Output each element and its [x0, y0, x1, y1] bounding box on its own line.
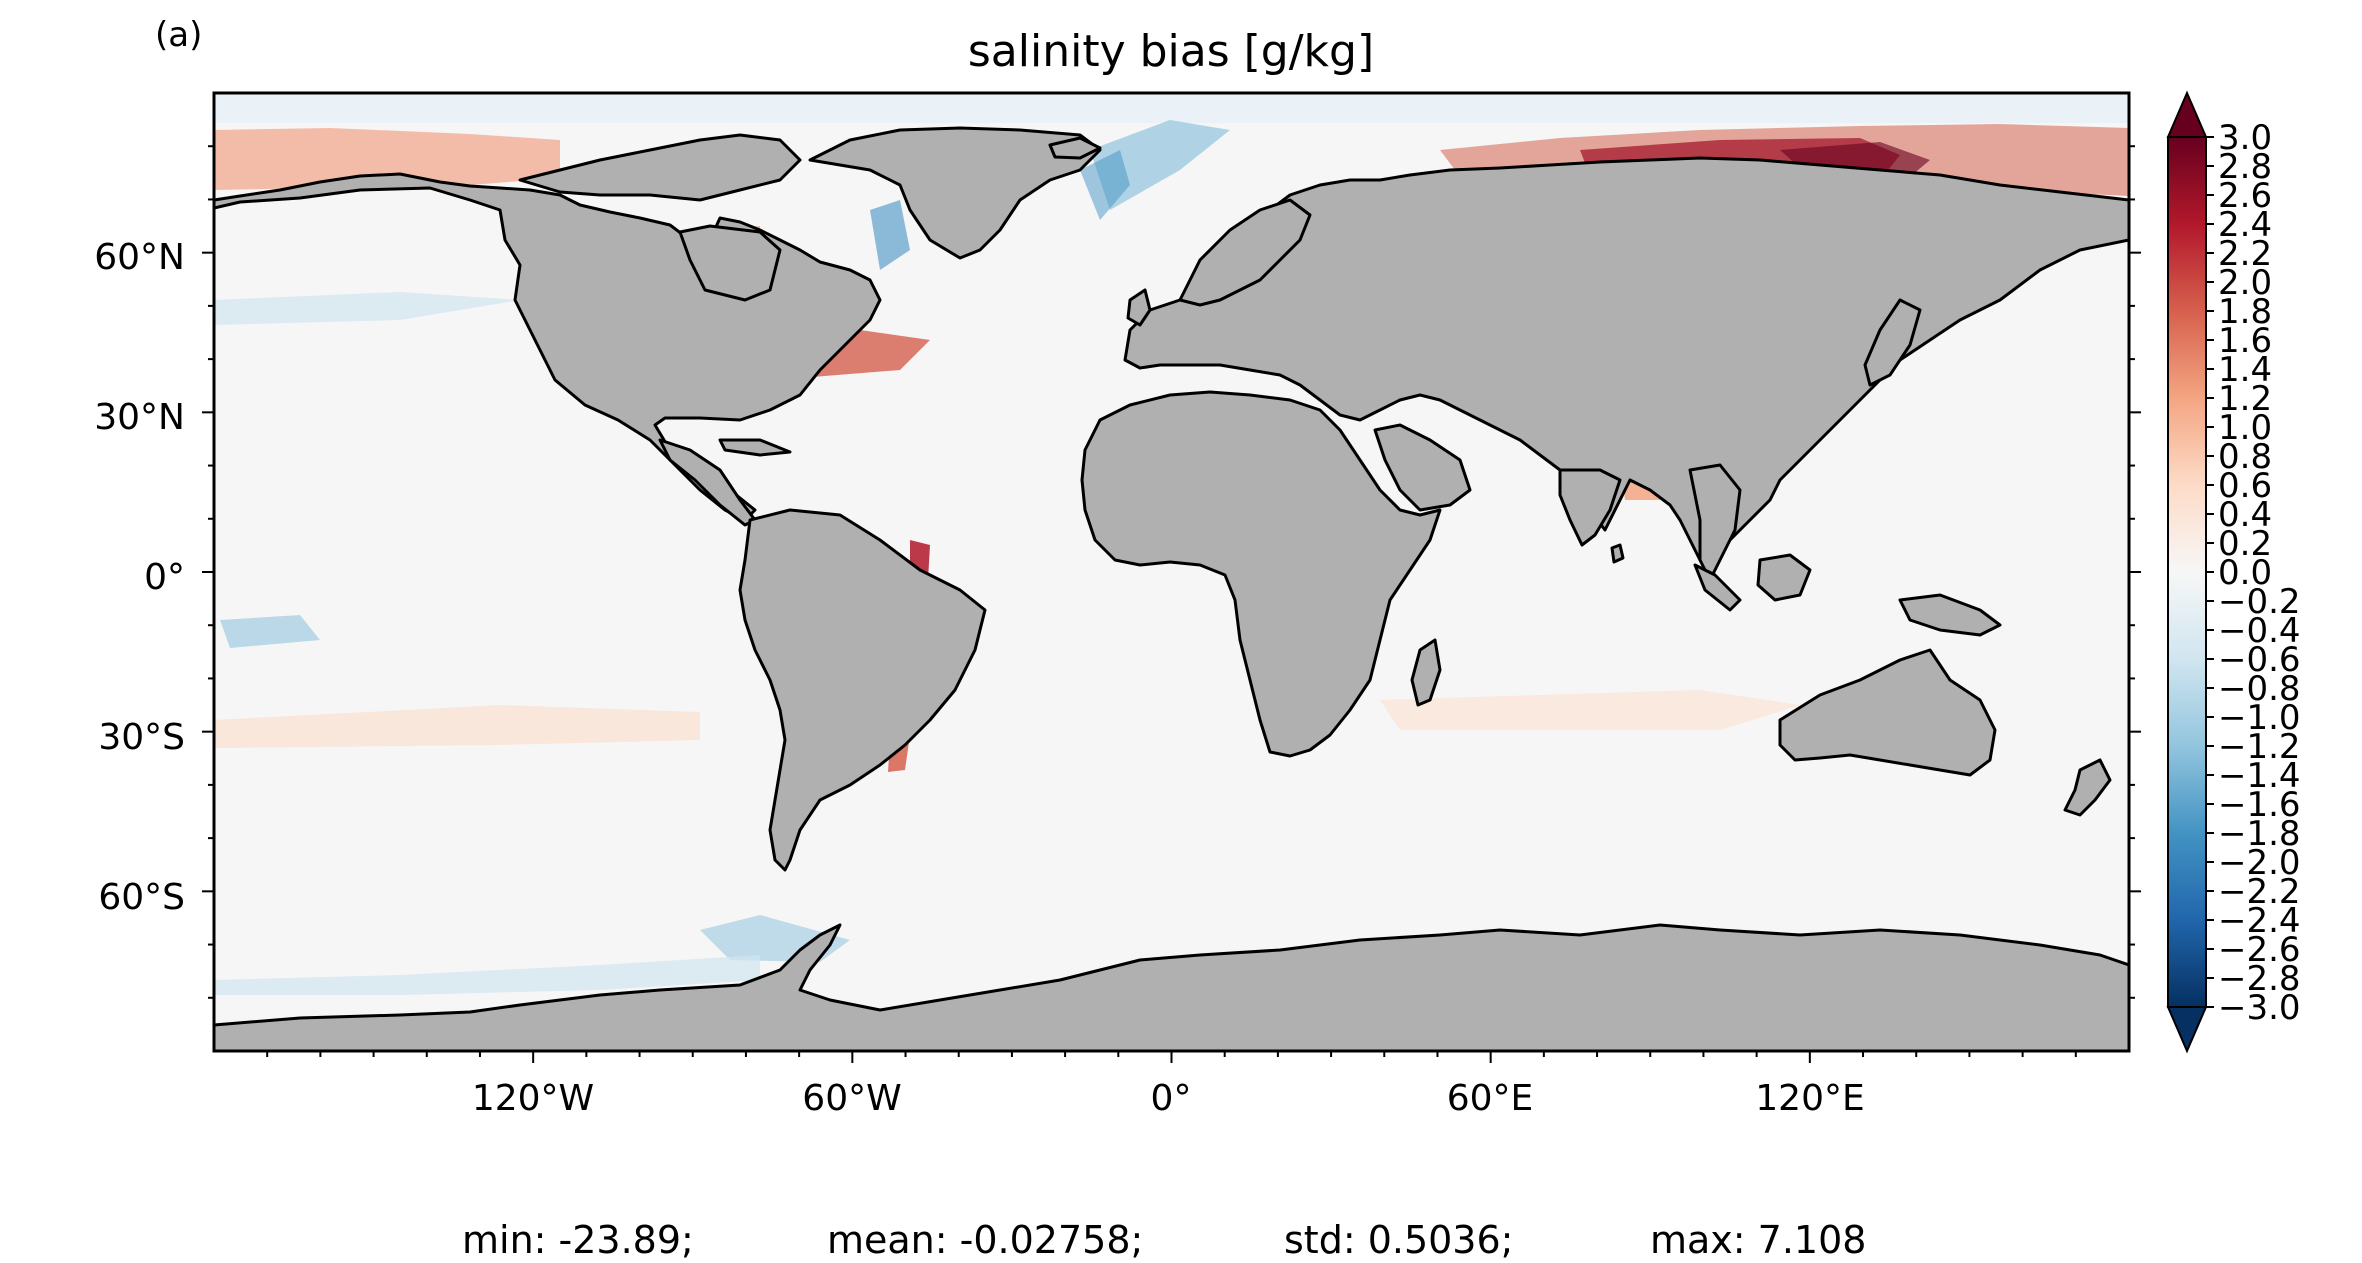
statistics-line: min: -23.89; mean: -0.02758; std: 0.5036… [462, 1218, 1866, 1262]
stat-min: min: -23.89; [462, 1218, 694, 1262]
map-title: salinity bias [g/kg] [968, 26, 1374, 77]
lat-label-60n: 60°N [94, 237, 185, 278]
colorbar-tick-label: −3.0 [2218, 988, 2301, 1028]
land-eurasia [1123, 156, 2129, 562]
greenland-coast-negative [1080, 150, 1130, 220]
colorbar-tick-label: −1.2 [2218, 727, 2301, 767]
colorbar-extend-top [2166, 90, 2208, 138]
lat-label-30s: 30°S [98, 717, 185, 758]
colorbar-ticks: 3.02.82.62.42.22.01.81.61.41.21.00.80.60… [2206, 118, 2301, 1028]
land-iceland [1048, 136, 1102, 160]
colorbar-tick-label: −2.0 [2218, 843, 2301, 883]
colorbar-tick-label: 2.2 [2218, 234, 2272, 274]
map-panel [214, 93, 2129, 1051]
land-canadian-arctic [518, 133, 802, 202]
lon-label-0: 0° [1151, 1078, 1192, 1119]
arctic-positive-bias-west [214, 128, 560, 190]
lon-label-120e: 120°E [1755, 1078, 1864, 1119]
colorbar-body [2167, 136, 2207, 1008]
land-new-zealand [2063, 758, 2112, 817]
antarctic-coast-negative [214, 955, 760, 995]
colorbar-tick-label: −0.8 [2218, 669, 2301, 709]
colorbar-tick-label: 1.8 [2218, 292, 2272, 332]
land-cuba [718, 438, 792, 457]
tropical-pacific-negative [220, 615, 320, 648]
colorbar-tick-label: 0.0 [2218, 553, 2272, 593]
lat-label-eq: 0° [144, 557, 185, 598]
land-uk [1126, 288, 1152, 327]
lat-label-60s: 60°S [98, 877, 185, 918]
colorbar: 3.02.82.62.42.22.01.81.61.41.21.00.80.60… [2166, 90, 2301, 1054]
colorbar-tick-label: 0.6 [2218, 466, 2272, 506]
south-pacific-positive [214, 705, 700, 748]
land-australia [1778, 648, 1997, 777]
longitude-labels: 120°W 60°W 0° 60°E 120°E [472, 1078, 1865, 1119]
land-sri-lanka [1610, 543, 1625, 564]
latitude-ticks [202, 145, 2141, 999]
stat-std: std: 0.5036; [1284, 1218, 1513, 1262]
lat-label-30n: 30°N [94, 397, 185, 438]
land-greenland [808, 126, 1102, 260]
land-indochina [1688, 463, 1742, 582]
longitude-ticks [266, 1051, 2077, 1063]
land-africa [1080, 390, 1442, 758]
colorbar-tick-label: −0.4 [2218, 611, 2301, 651]
colorbar-tick-label: 2.6 [2218, 176, 2272, 216]
stat-max: max: 7.108 [1650, 1218, 1866, 1262]
colorbar-tick-label: 1.4 [2218, 350, 2272, 390]
land-new-guinea [1898, 593, 2002, 637]
land-south-america [738, 508, 987, 872]
land-japan [1863, 298, 1922, 387]
latitude-labels: 60°N 30°N 0° 30°S 60°S [94, 237, 185, 918]
colorbar-tick-label: −1.0 [2218, 698, 2301, 738]
land-borneo [1756, 553, 1812, 602]
colorbar-tick-label: −2.2 [2218, 872, 2301, 912]
colorbar-tick-label: 0.4 [2218, 495, 2272, 535]
colorbar-extend-bottom [2166, 1006, 2208, 1054]
colorbar-tick-label: −1.8 [2218, 814, 2301, 854]
colorbar-tick-label: −1.4 [2218, 756, 2301, 796]
land-scandinavia [1178, 198, 1312, 307]
colorbar-tick-label: −0.2 [2218, 582, 2301, 622]
colorbar-tick-label: 2.4 [2218, 205, 2272, 245]
lon-label-60w: 60°W [802, 1078, 901, 1119]
colorbar-tick-label: −2.8 [2218, 959, 2301, 999]
stat-mean: mean: -0.02758; [827, 1218, 1143, 1262]
panel-label: (a) [155, 15, 202, 55]
land-madagascar [1410, 638, 1442, 707]
colorbar-tick-label: 0.8 [2218, 437, 2272, 477]
north-pacific-negative [214, 292, 520, 325]
labrador-negative-bias [870, 200, 910, 270]
colorbar-tick-label: 0.2 [2218, 524, 2272, 564]
land-india [1558, 468, 1622, 547]
lon-label-60e: 60°E [1447, 1078, 1534, 1119]
colorbar-tick-label: 2.8 [2218, 147, 2272, 187]
land-masses [214, 126, 2129, 1051]
land-antarctica [214, 923, 2129, 1051]
indian-ocean-positive [1380, 690, 1800, 730]
colorbar-tick-label: 1.6 [2218, 321, 2272, 361]
colorbar-tick-label: 1.0 [2218, 408, 2272, 448]
colorbar-tick-label: −1.6 [2218, 785, 2301, 825]
land-hudson-bay-rim [678, 224, 782, 302]
colorbar-tick-label: −2.4 [2218, 901, 2301, 941]
lon-label-120w: 120°W [472, 1078, 594, 1119]
colorbar-tick-label: 2.0 [2218, 263, 2272, 303]
land-arabia [1373, 423, 1472, 512]
land-sumatra [1693, 563, 1742, 612]
colorbar-tick-label: −2.6 [2218, 930, 2301, 970]
colorbar-tick-label: 1.2 [2218, 379, 2272, 419]
colorbar-tick-label: 3.0 [2218, 118, 2272, 158]
colorbar-tick-label: −0.6 [2218, 640, 2301, 680]
